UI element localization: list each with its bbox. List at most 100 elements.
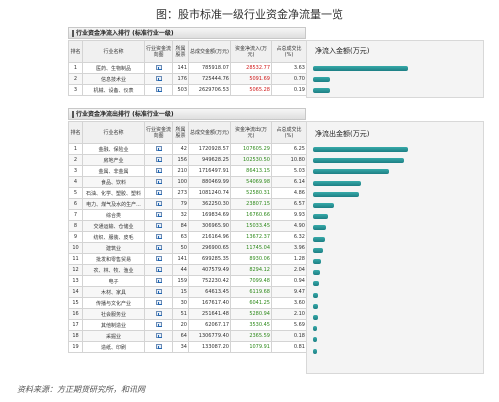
turnover-cell: 216164.96 <box>188 231 231 243</box>
rank-cell: 10 <box>68 242 83 254</box>
stocks-cell: 34 <box>172 341 189 353</box>
stocks-cell: 141 <box>172 62 189 74</box>
turnover-cell: 752230.42 <box>188 275 231 287</box>
name-cell[interactable]: 综合类 <box>82 209 145 221</box>
turnover-cell: 169834.69 <box>188 209 231 221</box>
outflow-section-header: 行业资金净流出排行 (标准行业一级) <box>68 108 306 120</box>
flow-chart-cell <box>144 264 173 276</box>
flow-chart-cell <box>144 154 173 166</box>
name-cell[interactable]: 医药、生物制品 <box>82 62 145 74</box>
flow-chart-icon[interactable] <box>155 201 162 206</box>
net-cell: 5065.28 <box>230 84 272 96</box>
table-row: 12 农、林、牧、渔业 44 407579.49 8294.12 2.04 <box>68 264 307 276</box>
flow-chart-icon[interactable] <box>155 333 162 338</box>
ratio-cell: 0.18 <box>271 330 307 342</box>
flow-chart-cell <box>144 297 173 309</box>
flow-chart-icon[interactable] <box>155 311 162 316</box>
net-flow-bar <box>313 292 319 298</box>
stocks-cell: 15 <box>172 286 189 298</box>
net-flow-bar <box>313 247 324 253</box>
column-header: 所属股票 <box>172 121 189 144</box>
flow-chart-icon[interactable] <box>155 212 162 217</box>
flow-chart-cell <box>144 220 173 232</box>
rank-cell: 13 <box>68 275 83 287</box>
net-flow-bar <box>313 326 317 332</box>
column-header: 排名 <box>68 121 83 144</box>
turnover-cell: 64613.45 <box>188 286 231 298</box>
table-row: 3 金属、非金属 210 1716497.91 86413.15 5.03 <box>68 165 307 177</box>
name-cell[interactable]: 传播与文化产业 <box>82 297 145 309</box>
flow-chart-icon[interactable] <box>155 87 162 92</box>
flow-chart-icon[interactable] <box>155 289 162 294</box>
flow-chart-icon[interactable] <box>155 267 162 272</box>
name-cell[interactable]: 纺织、服装、皮毛 <box>82 231 145 243</box>
flow-chart-icon[interactable] <box>155 234 162 239</box>
net-flow-bar <box>313 337 317 343</box>
name-cell[interactable]: 建筑业 <box>82 242 145 254</box>
name-cell[interactable]: 社会服务业 <box>82 308 145 320</box>
flow-chart-icon[interactable] <box>155 300 162 305</box>
net-cell: 11745.04 <box>230 242 272 254</box>
rank-cell: 7 <box>68 209 83 221</box>
flow-chart-icon[interactable] <box>155 245 162 250</box>
flow-chart-cell <box>144 73 173 85</box>
flow-chart-cell <box>144 275 173 287</box>
name-cell[interactable]: 信息技术业 <box>82 73 145 85</box>
net-cell: 102530.50 <box>230 154 272 166</box>
net-cell: 3530.45 <box>230 319 272 331</box>
flow-chart-cell <box>144 319 173 331</box>
rank-cell: 11 <box>68 253 83 265</box>
table-row: 4 食品、饮料 100 880469.99 54069.98 6.14 <box>68 176 307 188</box>
turnover-cell: 296900.65 <box>188 242 231 254</box>
column-header: 资金净流出(万元) <box>230 121 272 144</box>
name-cell[interactable]: 房地产业 <box>82 154 145 166</box>
ratio-cell: 0.81 <box>271 341 307 353</box>
name-cell[interactable]: 木材、家具 <box>82 286 145 298</box>
flow-chart-cell <box>144 176 173 188</box>
flow-chart-icon[interactable] <box>155 278 162 283</box>
net-cell: 15033.45 <box>230 220 272 232</box>
name-cell[interactable]: 金属、非金属 <box>82 165 145 177</box>
flow-chart-cell <box>144 62 173 74</box>
flow-chart-icon[interactable] <box>155 322 162 327</box>
name-cell[interactable]: 农、林、牧、渔业 <box>82 264 145 276</box>
flow-chart-icon[interactable] <box>155 157 162 162</box>
rank-cell: 2 <box>68 73 83 85</box>
name-cell[interactable]: 机械、设备、仪表 <box>82 84 145 96</box>
rank-cell: 15 <box>68 297 83 309</box>
rank-cell: 4 <box>68 176 83 188</box>
name-cell[interactable]: 食品、饮料 <box>82 176 145 188</box>
name-cell[interactable]: 采掘业 <box>82 330 145 342</box>
name-cell[interactable]: 造纸、印刷 <box>82 341 145 353</box>
flow-chart-icon[interactable] <box>155 179 162 184</box>
name-cell[interactable]: 石油、化学、塑胶、塑料 <box>82 187 145 199</box>
name-cell[interactable]: 电力、煤气及水的生产... <box>82 198 145 210</box>
ratio-cell: 6.25 <box>271 143 307 155</box>
net-cell: 23807.15 <box>230 198 272 210</box>
name-cell[interactable]: 金融、保险业 <box>82 143 145 155</box>
flow-chart-icon[interactable] <box>155 168 162 173</box>
name-cell[interactable]: 电子 <box>82 275 145 287</box>
rank-cell: 14 <box>68 286 83 298</box>
flow-chart-icon[interactable] <box>155 256 162 261</box>
rank-cell: 16 <box>68 308 83 320</box>
name-cell[interactable]: 批发和零售贸易 <box>82 253 145 265</box>
flow-chart-icon[interactable] <box>155 76 162 81</box>
flow-chart-icon[interactable] <box>155 146 162 151</box>
name-cell[interactable]: 其他制造业 <box>82 319 145 331</box>
flow-chart-icon[interactable] <box>155 190 162 195</box>
net-flow-bar <box>313 191 360 197</box>
stocks-cell: 20 <box>172 319 189 331</box>
stocks-cell: 156 <box>172 154 189 166</box>
net-flow-bar <box>313 88 330 93</box>
name-cell[interactable]: 交通运输、仓储业 <box>82 220 145 232</box>
flow-chart-icon[interactable] <box>155 223 162 228</box>
table-row: 16 社会服务业 51 251641.48 5280.94 2.10 <box>68 308 307 320</box>
flow-chart-cell <box>144 209 173 221</box>
stocks-cell: 159 <box>172 275 189 287</box>
flow-chart-icon[interactable] <box>155 65 162 70</box>
table-row: 3 机械、设备、仪表 503 2629706.53 5065.28 0.19 <box>68 84 307 96</box>
net-flow-bar <box>313 315 318 320</box>
flow-chart-icon[interactable] <box>155 344 162 349</box>
net-flow-bar <box>313 214 328 220</box>
